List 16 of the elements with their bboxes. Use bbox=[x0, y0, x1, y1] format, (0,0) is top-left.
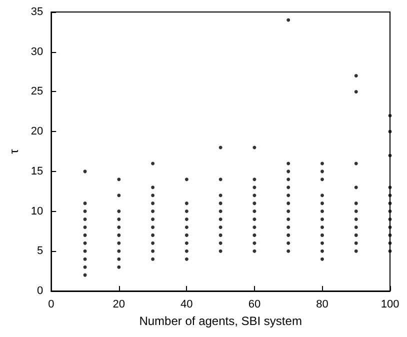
y-tick-label: 5 bbox=[37, 245, 44, 258]
x-tick-label: 40 bbox=[180, 298, 193, 310]
x-tick-label: 100 bbox=[380, 298, 400, 310]
x-tick-label: 80 bbox=[316, 298, 328, 310]
y-tick-label: 10 bbox=[30, 205, 44, 218]
y-axis-title: τ bbox=[7, 148, 21, 154]
y-tick-label: 20 bbox=[30, 126, 44, 138]
x-tick-label: 60 bbox=[248, 298, 261, 310]
x-tick-label: 0 bbox=[48, 298, 54, 310]
y-tick-label: 15 bbox=[30, 165, 44, 178]
y-tick-label: 35 bbox=[30, 6, 44, 18]
y-tick-label: 30 bbox=[30, 46, 44, 58]
y-tick-label: 25 bbox=[30, 86, 44, 98]
x-axis-title: Number of agents, SBI system bbox=[139, 314, 302, 328]
y-tick-label: 0 bbox=[37, 285, 44, 297]
x-tick-label: 20 bbox=[112, 298, 126, 310]
